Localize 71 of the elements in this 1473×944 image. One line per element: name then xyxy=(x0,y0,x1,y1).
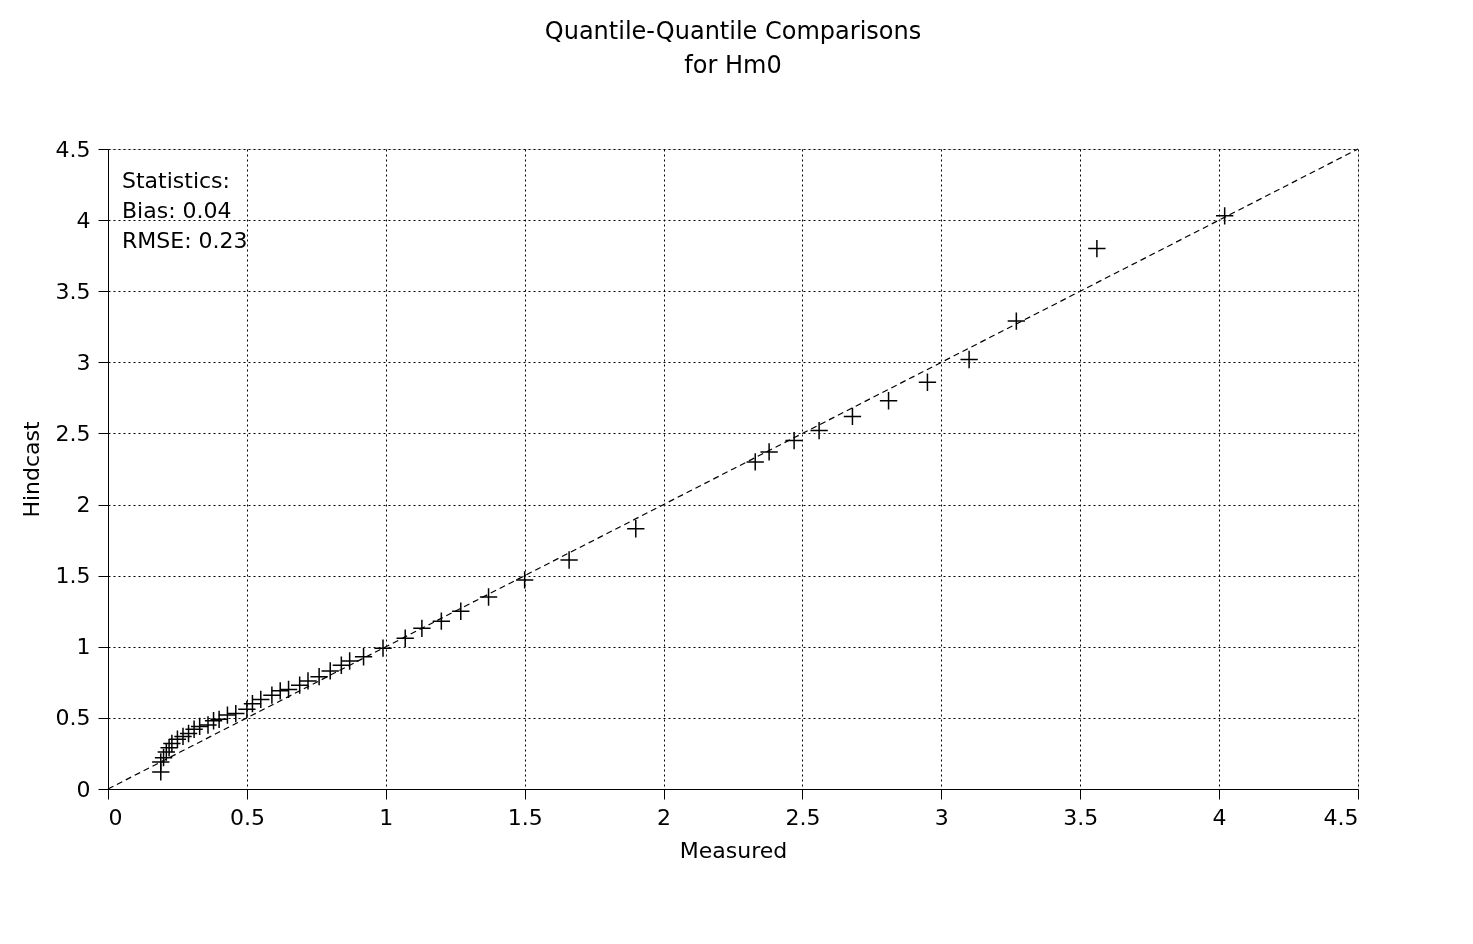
point xyxy=(168,729,187,749)
point xyxy=(179,724,198,743)
y-tick-label: 4.5 xyxy=(55,136,91,162)
point xyxy=(162,734,182,753)
x-tick-label: 4 xyxy=(1212,804,1227,830)
point xyxy=(1215,206,1235,226)
point xyxy=(515,570,535,590)
y-tick-label: 3.5 xyxy=(55,278,91,304)
point xyxy=(218,705,237,725)
x-tick-label: 1 xyxy=(379,804,394,830)
point xyxy=(1087,239,1107,258)
point xyxy=(204,711,223,731)
point xyxy=(173,726,193,746)
x-tick-label: 3 xyxy=(934,804,949,830)
x-tick-label: 0 xyxy=(108,804,123,830)
point xyxy=(237,699,257,719)
point xyxy=(373,638,393,658)
x-tick-label: 4.5 xyxy=(1323,804,1359,830)
point xyxy=(354,647,373,667)
point xyxy=(626,519,646,539)
y-tick-label: 1 xyxy=(76,634,91,660)
chart-title: Quantile-Quantile Comparisons xyxy=(544,17,922,45)
y-axis-title: Hindcast xyxy=(18,421,44,518)
point xyxy=(412,618,432,638)
point xyxy=(309,667,329,687)
y-tick-label: 3 xyxy=(76,349,91,375)
point xyxy=(784,431,804,450)
point xyxy=(298,671,318,691)
point xyxy=(559,550,579,570)
y-tick-label: 1.5 xyxy=(55,563,91,589)
point xyxy=(243,694,262,714)
point xyxy=(331,655,351,675)
point xyxy=(226,704,246,724)
point xyxy=(290,675,310,695)
point xyxy=(809,421,829,441)
x-tick-label: 1.5 xyxy=(507,804,543,830)
x-tick-label: 3.5 xyxy=(1063,804,1099,830)
point xyxy=(279,680,298,699)
point xyxy=(190,717,210,736)
point xyxy=(879,391,898,411)
point xyxy=(843,406,862,426)
y-tick-label: 4 xyxy=(76,207,91,233)
y-tick-label: 2.5 xyxy=(55,420,91,446)
point xyxy=(451,601,471,621)
point xyxy=(262,685,282,705)
point xyxy=(340,651,360,671)
point xyxy=(395,628,415,648)
y-tick-label: 2 xyxy=(76,492,91,518)
point xyxy=(959,350,979,369)
chart-subtitle: for Hm0 xyxy=(684,51,782,79)
point xyxy=(759,442,779,462)
x-tick-label: 0.5 xyxy=(229,804,265,830)
point xyxy=(320,661,340,681)
x-tick-label: 2 xyxy=(657,804,672,830)
point xyxy=(251,689,271,709)
y-tick-label: 0 xyxy=(76,776,91,802)
point xyxy=(209,709,229,729)
annotation: Statistics: xyxy=(122,168,230,193)
point xyxy=(745,452,765,472)
point xyxy=(431,611,451,631)
x-axis-title: Measured xyxy=(679,837,788,863)
x-tick-label: 2.5 xyxy=(785,804,821,830)
annotation: Bias: 0.04 xyxy=(122,198,232,223)
annotation: RMSE: 0.23 xyxy=(122,228,248,253)
point xyxy=(918,372,937,392)
point xyxy=(184,719,204,739)
point xyxy=(198,715,218,735)
point xyxy=(479,587,498,607)
point xyxy=(1006,311,1026,331)
y-tick-label: 0.5 xyxy=(55,705,91,731)
point xyxy=(270,681,290,701)
